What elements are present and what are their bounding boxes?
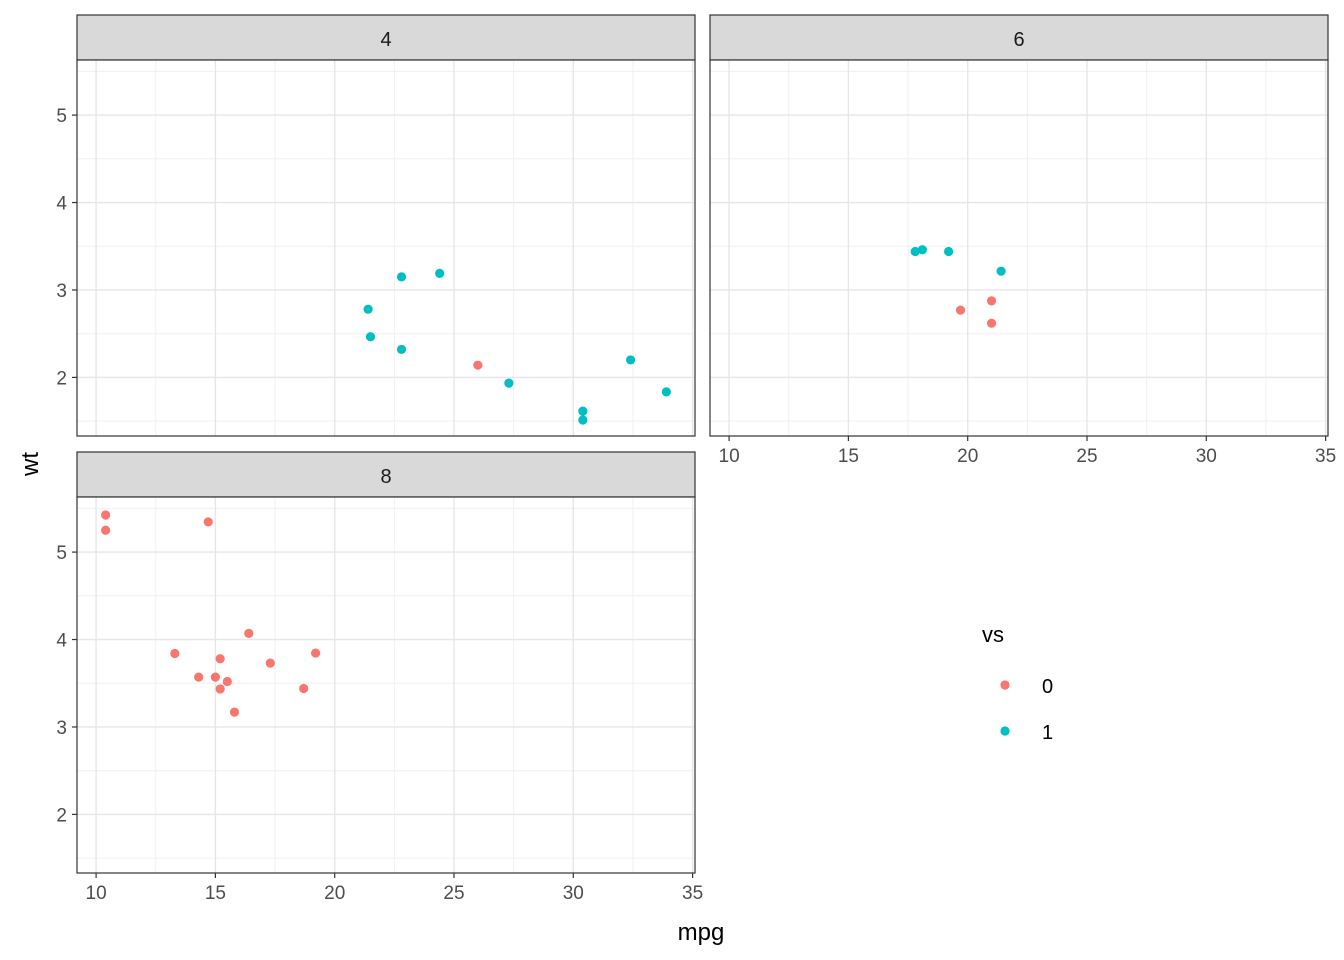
facet-strip-label: 4 [380,29,391,51]
data-point [661,387,671,397]
x-tick-label: 30 [563,883,584,904]
legend-label: 0 [1042,676,1053,698]
data-point [910,246,920,257]
data-point [299,683,309,694]
legend-title: vs [982,622,1004,647]
legend-entry-1: 1 [1000,722,1053,744]
x-tick-label: 25 [443,883,464,904]
legend-key [1000,680,1010,690]
data-point [215,684,225,694]
data-point [917,245,927,255]
y-tick-label: 5 [56,106,67,127]
data-point [578,415,588,425]
data-point [229,707,240,717]
facet-strip [76,14,696,61]
data-point [210,672,220,682]
y-tick-label: 3 [56,718,67,739]
points [910,245,1006,328]
data-point [194,672,204,682]
y-tick-label: 5 [56,543,67,564]
legend-label: 1 [1042,722,1053,744]
panel-border [709,59,1329,437]
x-tick-label: 10 [719,446,740,467]
data-point [244,628,254,639]
data-point [473,360,483,370]
data-point [996,266,1006,276]
y-axis-title: wt [17,452,44,477]
legend-entries: 01 [1000,676,1053,744]
data-point [215,654,225,664]
x-tick-label: 20 [957,446,978,467]
y-tick-label: 4 [56,194,67,215]
panel-background [77,497,695,873]
x-tick-label: 35 [1315,446,1336,467]
data-point [363,304,373,314]
y-tick-label: 2 [56,805,67,826]
data-point [101,525,111,535]
facet-panel-6: 6 10 15 20 25 30 35 [709,14,1336,467]
panel-border [76,496,696,874]
data-point [625,355,636,365]
x-tick-label: 15 [838,446,859,467]
data-point [365,332,376,342]
grid [77,497,695,873]
legend-entry-0: 0 [1000,676,1053,698]
x-axis-title: mpg [678,919,725,946]
data-point [435,268,445,278]
data-point [578,406,588,416]
data-point [944,246,954,257]
panel-background [77,60,695,436]
facet-strip-label: 6 [1013,29,1024,51]
data-point [101,510,111,520]
x-tick-label: 10 [86,883,107,904]
facet-strip [709,14,1329,61]
data-point [170,648,180,659]
data-point [222,676,232,687]
points [363,268,671,425]
data-point [311,648,321,658]
data-point [203,517,213,527]
points [101,510,321,717]
y-tick-label: 3 [56,281,67,302]
grid [710,60,1328,436]
panel-border [76,59,696,437]
data-point [265,658,275,668]
y-tick-label: 4 [56,631,67,652]
data-point [396,344,407,355]
x-tick-label: 25 [1076,446,1097,467]
x-tick-label: 20 [324,883,345,904]
data-point [955,305,966,315]
facet-strip [76,451,696,498]
facet-panel-4: 4 2 3 4 5 [56,14,696,437]
x-tick-label: 35 [682,883,703,904]
legend-key [1000,726,1010,736]
grid [77,60,695,436]
data-point [396,272,407,282]
x-tick-label: 15 [205,883,226,904]
data-point [986,318,997,328]
legend: vs 01 [982,622,1053,744]
facet-panel-8: 8 2 3 4 5 10 15 20 25 30 35 [56,451,703,904]
facet-strip-label: 8 [380,466,391,488]
x-tick-label: 30 [1196,446,1217,467]
data-point [504,378,514,388]
data-point [986,296,997,306]
panel-background [710,60,1328,436]
y-tick-label: 2 [56,368,67,389]
